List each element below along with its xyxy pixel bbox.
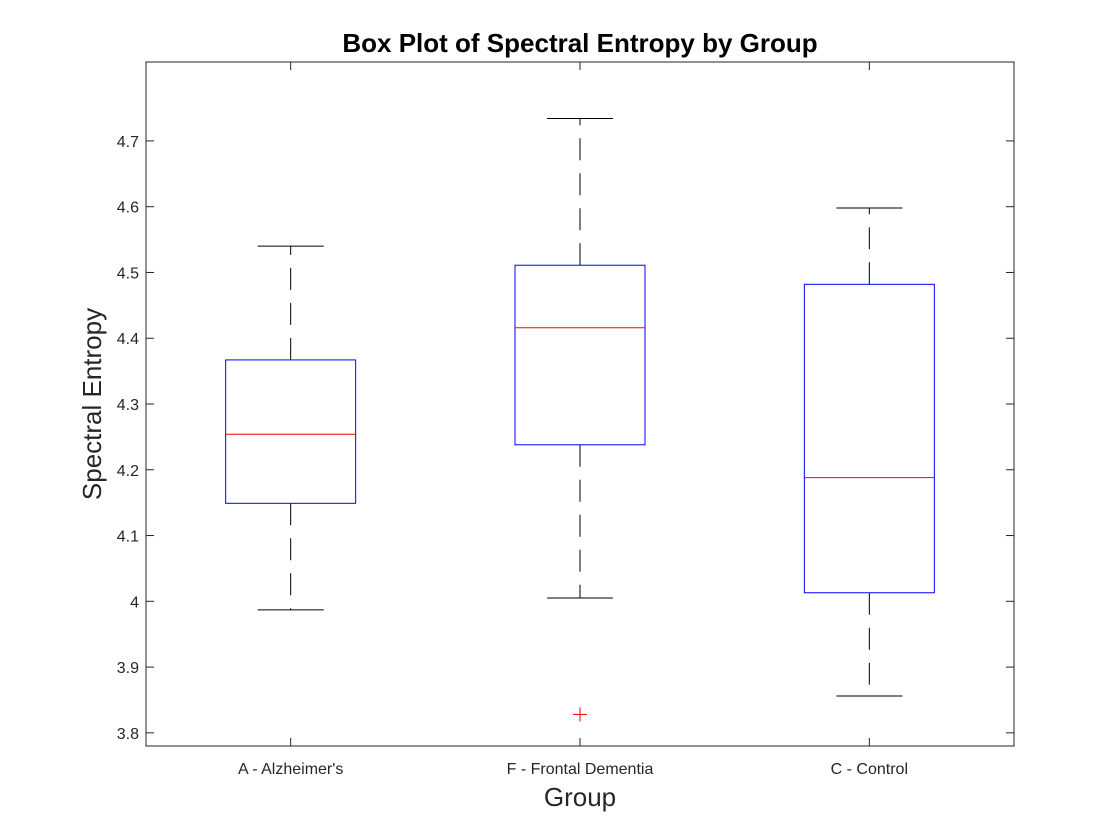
y-tick-label: 4.6 [117,200,139,217]
y-axis-label: Spectral Entropy [77,308,107,500]
iqr-box [514,264,646,446]
y-tick-label: 4.1 [117,529,139,546]
y-tick-label: 4.2 [117,463,139,480]
iqr-box [803,283,935,594]
x-axis-ticks: A - Alzheimer's F - Frontal Dementia C - C… [238,62,908,778]
iqr-box [225,359,357,504]
y-tick-label: 4.5 [117,265,139,282]
x-axis-label: Group [544,782,616,812]
chart-title: Box Plot of Spectral Entropy by Group [342,28,817,58]
y-tick-label: 3.9 [117,660,139,677]
y-tick-label: 3.8 [117,726,139,743]
y-tick-label: 4.4 [117,331,139,348]
outlier-marker [573,707,587,722]
box-group [803,207,935,697]
plot-area: 3.8 3.9 4 4.1 4.2 4.3 4.4 4.5 4.6 4.7 A - Alzheime… [117,61,1015,778]
box-group [225,245,357,611]
y-tick-label: 4.3 [117,397,139,414]
box-group [514,118,646,722]
y-tick-label: 4.7 [117,134,139,151]
y-axis-ticks: 3.8 3.9 4 4.1 4.2 4.3 4.4 4.5 4.6 4.7 [117,134,1014,743]
x-tick-label: A - Alzheimer's [238,761,343,778]
y-tick-label: 4 [130,594,139,611]
x-tick-label: C - Control [831,761,908,778]
x-tick-label: F - Frontal Dementia [507,761,654,778]
